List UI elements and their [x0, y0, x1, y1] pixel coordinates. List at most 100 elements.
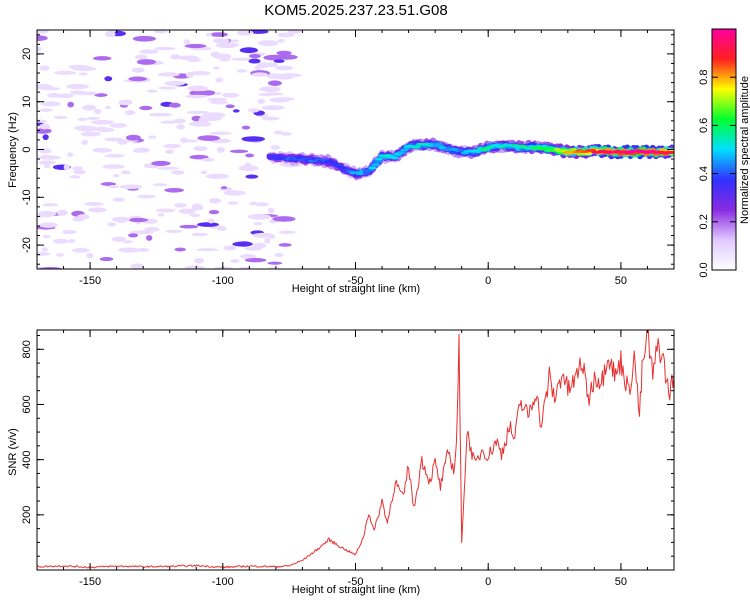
noise-blob [63, 164, 70, 171]
noise-blob [145, 235, 153, 241]
noise-blob [155, 208, 176, 213]
noise-blob [205, 32, 213, 37]
x-tick-label: -150 [79, 576, 101, 588]
noise-blob [136, 248, 150, 252]
noise-blob [72, 166, 84, 171]
noise-blob [55, 253, 65, 257]
noise-blob [230, 39, 240, 43]
x-tick-label: 0 [485, 576, 491, 588]
ridge-cell [413, 145, 422, 149]
noise-blob [274, 54, 298, 60]
ridge-cell [339, 166, 348, 170]
ridge-cell [371, 163, 380, 167]
noise-blob [170, 54, 181, 60]
noise-blob [241, 136, 266, 142]
noise-blob [247, 108, 260, 113]
noise-blob [104, 31, 116, 38]
noise-blob [277, 32, 295, 38]
noise-blob [249, 53, 261, 59]
noise-blob [37, 251, 51, 256]
ridge-cell [365, 168, 374, 172]
noise-blob [273, 130, 284, 135]
noise-blob [213, 266, 234, 269]
noise-blob [208, 210, 220, 215]
spectrogram-y-axis-label: Frequency (Hz) [7, 112, 19, 188]
noise-blob [215, 77, 224, 83]
noise-blob [213, 92, 222, 96]
noise-blob [81, 104, 97, 111]
ridge-cell [397, 151, 406, 155]
noise-blob [66, 83, 90, 90]
snr-x-ticks: -150 -100 -50 0 50 [36, 330, 675, 588]
noise-blob [257, 98, 266, 104]
spectrogram-y-ticks: -20 -10 0 10 20 [21, 34, 674, 265]
noise-blob [40, 101, 61, 107]
noise-blob [188, 121, 212, 127]
y-tick-label: 600 [21, 395, 33, 413]
ridge-cell [266, 153, 275, 157]
noise-blob [156, 166, 180, 170]
x-tick-label: -150 [79, 275, 101, 287]
noise-blob [239, 47, 258, 54]
noise-blob [130, 263, 144, 269]
spectrogram-noise-blobs [37, 30, 304, 269]
noise-blob [278, 230, 296, 235]
noise-blob [191, 232, 209, 237]
noise-blob [132, 35, 157, 42]
noise-blob [80, 131, 101, 137]
noise-blob [151, 160, 171, 166]
noise-blob [185, 94, 208, 99]
noise-blob [209, 32, 228, 37]
noise-blob [236, 30, 254, 36]
y-tick-label: -20 [21, 237, 33, 253]
noise-blob [88, 207, 107, 213]
noise-blob [248, 58, 261, 64]
noise-blob [104, 137, 124, 142]
noise-blob [168, 102, 181, 108]
noise-blob [255, 202, 269, 207]
noise-blob [248, 30, 269, 34]
noise-blob [67, 101, 74, 108]
noise-blob [118, 247, 141, 253]
noise-blob [131, 67, 145, 73]
noise-blob [194, 257, 205, 264]
noise-blob [193, 146, 208, 151]
noise-blob [152, 183, 168, 187]
noise-blob [39, 222, 58, 228]
noise-blob [41, 247, 48, 252]
noise-blob [257, 40, 279, 47]
noise-blob [113, 173, 120, 178]
noise-blob [270, 145, 281, 150]
noise-blob [157, 213, 165, 217]
noise-blob [100, 182, 117, 186]
noise-blob [274, 252, 284, 257]
noise-blob [69, 175, 81, 179]
noise-blob [261, 116, 280, 121]
noise-blob [251, 72, 268, 77]
snr-x-axis-label: Height of straight line (km) [292, 584, 420, 596]
ridge-cell [330, 161, 339, 165]
noise-blob [72, 248, 90, 253]
noise-blob [42, 234, 51, 239]
noise-blob [125, 134, 141, 141]
x-tick-label: -50 [348, 275, 364, 287]
noise-blob [215, 42, 240, 49]
noise-blob [91, 119, 114, 125]
snr-plot-area [37, 330, 674, 570]
noise-blob [73, 169, 86, 175]
noise-blob [107, 222, 117, 227]
noise-blob [72, 66, 97, 72]
noise-blob [227, 201, 239, 205]
noise-blob [104, 76, 113, 82]
noise-blob [278, 243, 292, 247]
noise-blob [267, 261, 283, 265]
noise-blob [53, 115, 68, 120]
x-tick-label: -100 [212, 275, 234, 287]
noise-blob [185, 71, 194, 78]
ridge-cell [400, 148, 409, 152]
noise-blob [37, 210, 57, 217]
noise-blob [241, 125, 251, 130]
noise-blob [223, 245, 237, 251]
noise-blob [253, 221, 263, 226]
noise-blob [209, 131, 232, 136]
